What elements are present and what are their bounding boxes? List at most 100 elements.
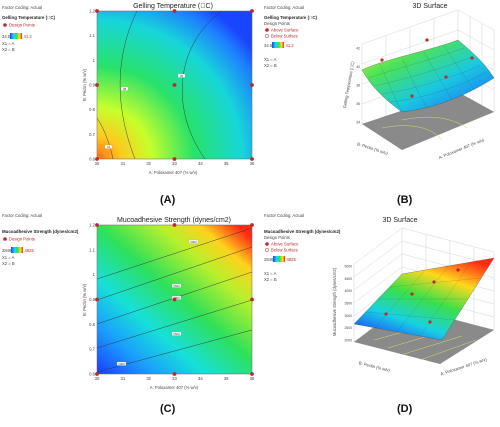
surface-design-points — [384, 268, 460, 324]
x-tick-label: 31 — [120, 161, 125, 166]
contour-line — [181, 11, 223, 159]
y-tick-label: 1.2 — [89, 9, 95, 14]
legend-response: Mucoadhesive Strength (dynes/cm2) — [264, 229, 341, 234]
contour-line — [97, 227, 252, 280]
legend-range-low: 34.5 — [2, 34, 11, 39]
design-point — [172, 372, 177, 376]
x-tick-label: 33 — [172, 161, 177, 166]
x-tick-label: 30 — [95, 376, 100, 381]
contour-labels: 3000 3500 4000 2500 2000 — [116, 240, 199, 366]
legend-x2: X2 = B — [2, 261, 15, 266]
y-tick-label: 0.9 — [89, 83, 95, 88]
contour-label: 3000 — [190, 240, 197, 244]
legend-color-ramp — [273, 256, 285, 262]
legend-range-high: 4825 — [25, 248, 35, 253]
y-tick-label: 1.1 — [89, 247, 95, 252]
x-tick-label: 31 — [120, 376, 125, 381]
y-axis-label: B: Pectin (% w/v) — [358, 360, 391, 373]
legend-response: Gelling Temperature ( C) — [2, 15, 56, 20]
legend-response: Mucoadhesive Strength (dynes/cm2) — [2, 229, 79, 234]
chart-title: Mucoadhesive Strength (dynes/cm2) — [117, 217, 231, 224]
legend-x2: X2 = B — [2, 47, 15, 52]
legend-design-points: Design Points — [9, 237, 35, 242]
legend-color-ramp — [11, 247, 23, 253]
legend-color-ramp — [272, 42, 284, 48]
design-point-icon — [3, 23, 7, 27]
panel-c-contour: Factor Coding: Actual Mucoadhesive Stren… — [2, 213, 255, 390]
x-tick-label: 36 — [250, 161, 255, 166]
x-tick-label: 30 — [95, 161, 100, 166]
legend-above: Above Surface — [271, 242, 299, 247]
legend-below: Below Surface — [271, 248, 299, 253]
contour-line — [97, 117, 114, 159]
contour-line — [97, 246, 252, 301]
design-point — [172, 157, 177, 161]
design-point — [95, 223, 99, 227]
design-point — [250, 83, 254, 87]
below-surface-icon — [264, 247, 270, 253]
legend-response: Gelling Temperature ( C) — [264, 15, 318, 20]
design-points — [95, 223, 254, 376]
design-point — [95, 157, 99, 161]
y-axis-label: B: Pectin (% w/v) — [357, 141, 389, 156]
surface-mesh — [365, 261, 482, 337]
chart-title: Gelling Temperature ( C) — [133, 3, 213, 10]
x-axis-label: A: Poloxamer 407 (% w/v) — [150, 385, 199, 390]
x-axis-label: A: Poloxamer 407 (% w/v) — [149, 170, 198, 175]
contour-label: 2500 — [173, 332, 180, 336]
contour-labels: 38 41 36 — [104, 74, 186, 149]
legend-coding: Factor Coding: Actual — [264, 213, 304, 218]
y-tick-labels: 0.6 0.7 0.8 0.9 1 1.1 1.2 — [89, 223, 95, 377]
design-point — [250, 223, 254, 227]
x-axis-label: A: Poloxamer 407 (% w/v) — [438, 137, 485, 160]
legend-x2: X2 = B — [264, 63, 277, 68]
contour-label: 41 — [107, 145, 111, 149]
y-tick-label: 0.8 — [89, 107, 95, 112]
x-tick-label: 32 — [146, 376, 151, 381]
legend-coding: Factor Coding: Actual — [264, 5, 304, 10]
design-point — [250, 9, 254, 13]
y-tick-label: 0.9 — [89, 297, 95, 302]
legend-range-low: 2846 — [264, 257, 274, 262]
y-tick-label: 0.7 — [89, 347, 95, 352]
design-point-icon — [3, 237, 7, 241]
legend-x1: X1 = A — [264, 271, 277, 276]
design-point — [250, 157, 254, 161]
z-tick-label: 3500 — [344, 302, 352, 306]
y-axis-label: B: Pectin (% w/v) — [82, 68, 87, 100]
x-tick-label: 36 — [250, 376, 255, 381]
legend-coding: Factor Coding: Actual — [2, 5, 42, 10]
x-tick-label: 33 — [172, 376, 177, 381]
legend-range-high: 4825 — [287, 257, 297, 262]
response-surface — [361, 39, 495, 113]
y-tick-label: 1.2 — [89, 223, 95, 228]
z-tick-label: 4500 — [344, 277, 352, 281]
legend-range-low: 2846 — [2, 248, 12, 253]
floor-contours — [381, 116, 468, 141]
x-tick-label: 35 — [224, 376, 229, 381]
panel-label-d: (D) — [397, 403, 413, 415]
z-tick-label: 42 — [356, 47, 360, 51]
legend-x2: X2 = B — [264, 277, 277, 282]
y-tick-label: 0.8 — [89, 322, 95, 327]
z-axis-label: Mucoadhesive Strength (dynes/cm2) — [332, 267, 337, 336]
design-point — [172, 9, 177, 13]
z-tick-label: 36 — [356, 102, 360, 106]
y-tick-label: 0.6 — [89, 372, 95, 377]
surface-design-points — [380, 38, 474, 98]
x-tick-label: 35 — [224, 161, 229, 166]
chart-title: 3D Surface — [382, 217, 417, 224]
y-tick-labels: 0.6 0.7 0.8 0.9 1 1.1 1.2 — [89, 9, 95, 162]
design-point — [95, 297, 99, 302]
design-point — [95, 83, 99, 87]
legend-above: Above Surface — [271, 28, 299, 33]
x-tick-label: 34 — [198, 161, 203, 166]
design-point — [95, 9, 99, 13]
panel-b-surface: Factor Coding: Actual Gelling Temperatur… — [264, 3, 495, 160]
legend-design-points: Design Points — [9, 23, 35, 28]
legend-design-points: Design Points — [264, 235, 290, 240]
y-tick-label: 1 — [93, 272, 96, 277]
x-tick-labels: 30 31 32 33 34 35 36 — [95, 376, 255, 381]
contour-line — [97, 299, 252, 349]
y-tick-label: 1.1 — [89, 33, 95, 38]
